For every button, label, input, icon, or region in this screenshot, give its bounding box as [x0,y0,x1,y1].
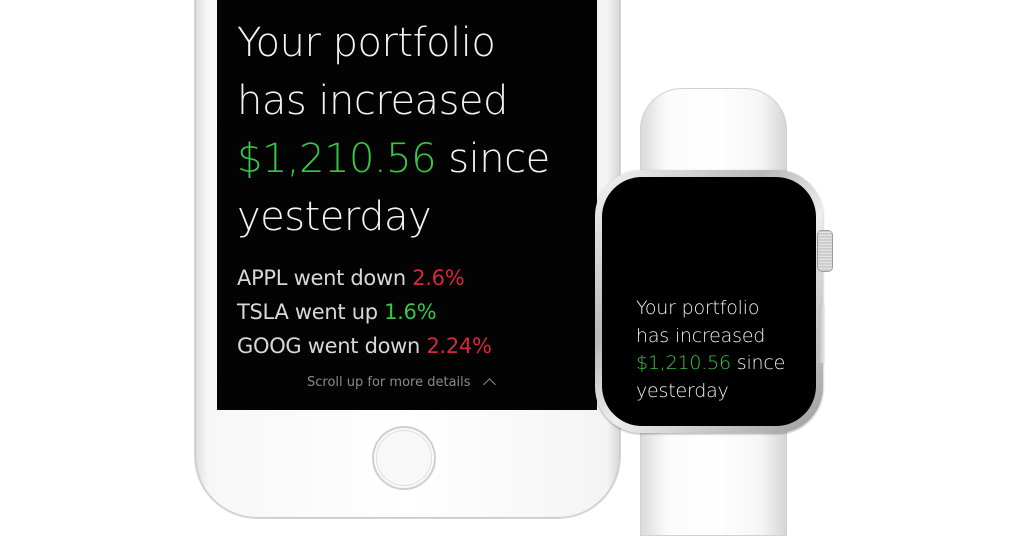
home-button[interactable] [372,426,436,490]
iphone-device: Your portfolio has increased $1,210.56 s… [195,0,620,518]
stock-change-percent: 2.24% [426,334,492,358]
stock-change-item: TSLA went up 1.6% [237,295,492,329]
digital-crown[interactable] [818,231,832,271]
watch-headline-line-2: has increased [636,324,766,347]
portfolio-headline: Your portfolio has increased $1,210.56 s… [237,14,587,246]
headline-line-2: has increased [237,78,508,124]
stock-change-item: GOOG went down 2.24% [237,329,492,363]
phone-screen: Your portfolio has increased $1,210.56 s… [217,0,597,410]
stock-change-text: GOOG went down [237,334,427,358]
stock-change-text: APPL went down [237,266,413,290]
stock-change-percent: 1.6% [384,300,437,324]
scroll-up-hint[interactable]: Scroll up for more details [307,375,496,391]
stock-change-text: TSLA went up [237,300,385,324]
portfolio-gain-amount: $1,210.56 [237,136,437,182]
stock-change-item: APPL went down 2.6% [237,261,492,295]
watch-side-button[interactable] [819,305,825,363]
watch-headline-line-1: Your portfolio [636,297,760,319]
watch-screen: Your portfolio has increased $1,210.56 s… [602,177,816,426]
watch-headline-line-4: yesterday [636,379,729,402]
stock-change-percent: 2.6% [412,266,465,290]
headline-since: since [436,136,550,182]
chevron-up-icon [482,378,496,391]
stock-changes-list: APPL went down 2.6% TSLA went up 1.6% GO… [237,261,492,363]
watch-portfolio-headline: Your portfolio has increased $1,210.56 s… [636,295,806,405]
watch-gain-amount: $1,210.56 [636,352,731,374]
watch-case: Your portfolio has increased $1,210.56 s… [595,170,823,433]
headline-line-1: Your portfolio [237,20,496,66]
headline-line-4: yesterday [237,194,432,240]
scroll-hint-label: Scroll up for more details [307,375,471,390]
watch-headline-since: since [730,352,786,374]
